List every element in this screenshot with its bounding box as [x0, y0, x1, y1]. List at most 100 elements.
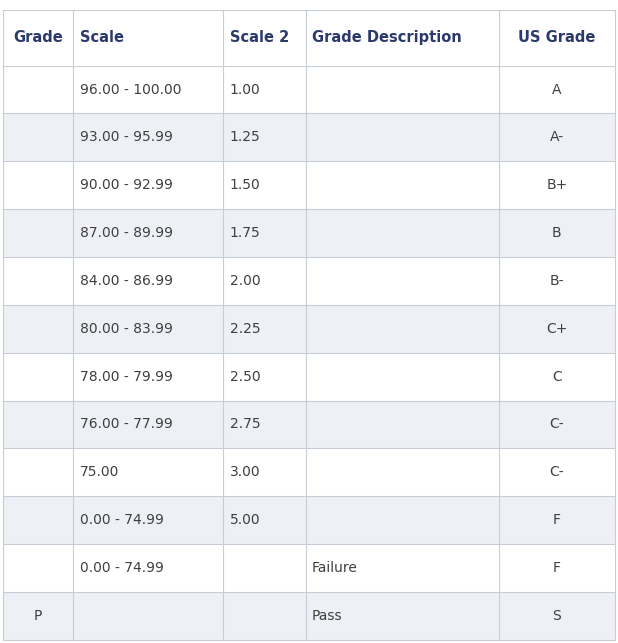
Text: 2.25: 2.25	[229, 322, 260, 336]
Text: 84.00 - 86.99: 84.00 - 86.99	[80, 274, 172, 288]
Text: 3.00: 3.00	[229, 466, 260, 479]
Bar	[223, 401, 306, 448]
Bar	[3, 66, 74, 113]
Bar	[3, 257, 74, 305]
Bar	[499, 305, 615, 352]
Text: C-: C-	[549, 466, 564, 479]
Text: Grade Description: Grade Description	[312, 30, 462, 45]
Bar	[74, 352, 223, 401]
Bar	[499, 544, 615, 592]
Text: A-: A-	[550, 131, 564, 145]
Text: 1.50: 1.50	[229, 178, 260, 192]
Bar	[306, 544, 499, 592]
Text: Grade: Grade	[14, 30, 63, 45]
Bar	[306, 352, 499, 401]
Text: 2.50: 2.50	[229, 370, 260, 384]
Text: 1.75: 1.75	[229, 226, 260, 240]
Bar	[3, 305, 74, 352]
Bar	[306, 161, 499, 209]
Bar	[74, 10, 223, 66]
Bar	[499, 66, 615, 113]
Text: 90.00 - 92.99: 90.00 - 92.99	[80, 178, 172, 192]
Text: A: A	[552, 82, 562, 96]
Bar	[499, 496, 615, 544]
Text: 2.75: 2.75	[229, 417, 260, 431]
Bar	[306, 496, 499, 544]
Bar	[3, 161, 74, 209]
Bar	[499, 448, 615, 496]
Bar	[499, 401, 615, 448]
Bar	[74, 448, 223, 496]
Bar	[306, 592, 499, 640]
Text: 93.00 - 95.99: 93.00 - 95.99	[80, 131, 172, 145]
Text: 5.00: 5.00	[229, 513, 260, 527]
Text: B-: B-	[549, 274, 564, 288]
Bar	[74, 161, 223, 209]
Bar	[3, 544, 74, 592]
Bar	[74, 113, 223, 161]
Bar	[223, 352, 306, 401]
Bar	[74, 66, 223, 113]
Bar	[306, 401, 499, 448]
Text: 76.00 - 77.99: 76.00 - 77.99	[80, 417, 172, 431]
Bar	[306, 113, 499, 161]
Bar	[3, 352, 74, 401]
Bar	[223, 448, 306, 496]
Bar	[3, 209, 74, 257]
Bar	[3, 10, 74, 66]
Text: 80.00 - 83.99: 80.00 - 83.99	[80, 322, 172, 336]
Bar	[3, 496, 74, 544]
Bar	[74, 209, 223, 257]
Text: F: F	[552, 513, 561, 527]
Text: C+: C+	[546, 322, 567, 336]
Bar	[74, 401, 223, 448]
Text: Pass: Pass	[312, 609, 343, 623]
Bar	[74, 496, 223, 544]
Bar	[74, 544, 223, 592]
Text: Failure: Failure	[312, 561, 358, 575]
Bar	[499, 161, 615, 209]
Bar	[223, 161, 306, 209]
Text: C-: C-	[549, 417, 564, 431]
Bar	[223, 10, 306, 66]
Text: B+: B+	[546, 178, 567, 192]
Bar	[306, 305, 499, 352]
Text: 0.00 - 74.99: 0.00 - 74.99	[80, 561, 164, 575]
Bar	[499, 10, 615, 66]
Text: 96.00 - 100.00: 96.00 - 100.00	[80, 82, 181, 96]
Text: 0.00 - 74.99: 0.00 - 74.99	[80, 513, 164, 527]
Text: 1.00: 1.00	[229, 82, 260, 96]
Bar	[74, 305, 223, 352]
Text: Scale 2: Scale 2	[229, 30, 289, 45]
Text: F: F	[552, 561, 561, 575]
Bar	[3, 113, 74, 161]
Text: US Grade: US Grade	[518, 30, 596, 45]
Bar	[306, 209, 499, 257]
Text: 75.00: 75.00	[80, 466, 119, 479]
Text: Scale: Scale	[80, 30, 124, 45]
Bar	[3, 592, 74, 640]
Text: B: B	[552, 226, 562, 240]
Bar	[3, 401, 74, 448]
Bar	[306, 66, 499, 113]
Bar	[223, 305, 306, 352]
Text: S: S	[552, 609, 561, 623]
Bar	[223, 544, 306, 592]
Bar	[223, 496, 306, 544]
Text: 87.00 - 89.99: 87.00 - 89.99	[80, 226, 172, 240]
Bar	[223, 209, 306, 257]
Bar	[499, 209, 615, 257]
Bar	[223, 113, 306, 161]
Bar	[306, 10, 499, 66]
Bar	[499, 113, 615, 161]
Bar	[499, 592, 615, 640]
Text: P: P	[34, 609, 43, 623]
Bar	[499, 352, 615, 401]
Bar	[74, 592, 223, 640]
Text: 2.00: 2.00	[229, 274, 260, 288]
Text: C: C	[552, 370, 562, 384]
Bar	[223, 66, 306, 113]
Bar	[3, 448, 74, 496]
Bar	[306, 257, 499, 305]
Bar	[223, 592, 306, 640]
